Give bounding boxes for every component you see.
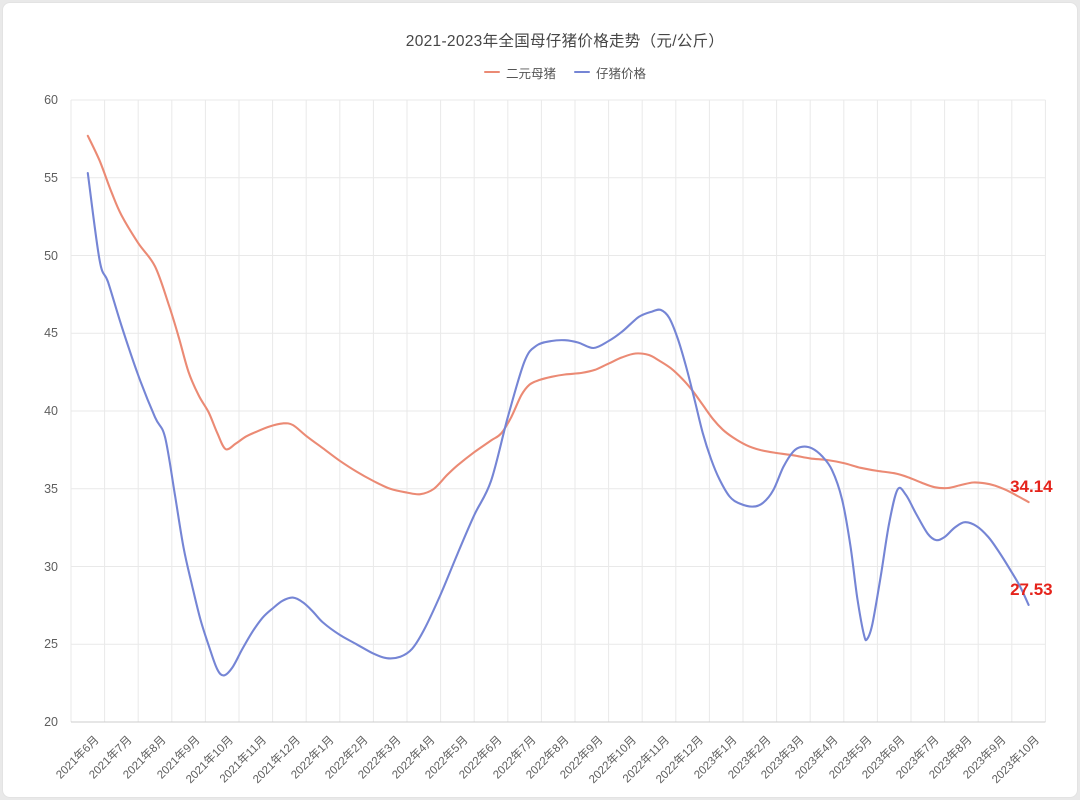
legend-swatch-piglet-icon bbox=[574, 70, 590, 74]
grid-lines bbox=[70, 99, 1046, 722]
y-axis-label: 35 bbox=[44, 481, 58, 496]
y-axis-label: 50 bbox=[44, 248, 58, 263]
y-axis-label: 45 bbox=[44, 326, 58, 341]
series-line-piglet bbox=[86, 172, 1030, 677]
y-axis-label: 25 bbox=[44, 637, 58, 652]
y-axis-label: 30 bbox=[44, 559, 58, 574]
legend-swatch-sow-icon bbox=[483, 70, 500, 74]
legend-label-piglet: 仔猪价格 bbox=[596, 66, 647, 81]
y-axis-label: 20 bbox=[44, 715, 58, 729]
chart-title: 2021-2023年全国母仔猪价格走势（元/公斤） bbox=[405, 33, 725, 50]
legend: 二元母猪 仔猪价格 bbox=[0, 62, 1080, 82]
legend-item-sow[interactable]: 二元母猪 bbox=[483, 63, 556, 82]
y-axis-label: 40 bbox=[44, 404, 58, 418]
end-value-label-sow: 34.14 bbox=[1010, 477, 1053, 497]
y-axis-label: 55 bbox=[44, 170, 58, 185]
legend-label-sow: 二元母猪 bbox=[505, 66, 556, 81]
series-line-sow bbox=[86, 134, 1030, 504]
y-axis-label: 60 bbox=[44, 93, 58, 107]
legend-item-piglet[interactable]: 仔猪价格 bbox=[574, 63, 646, 82]
end-value-label-piglet: 27.53 bbox=[1010, 579, 1053, 599]
